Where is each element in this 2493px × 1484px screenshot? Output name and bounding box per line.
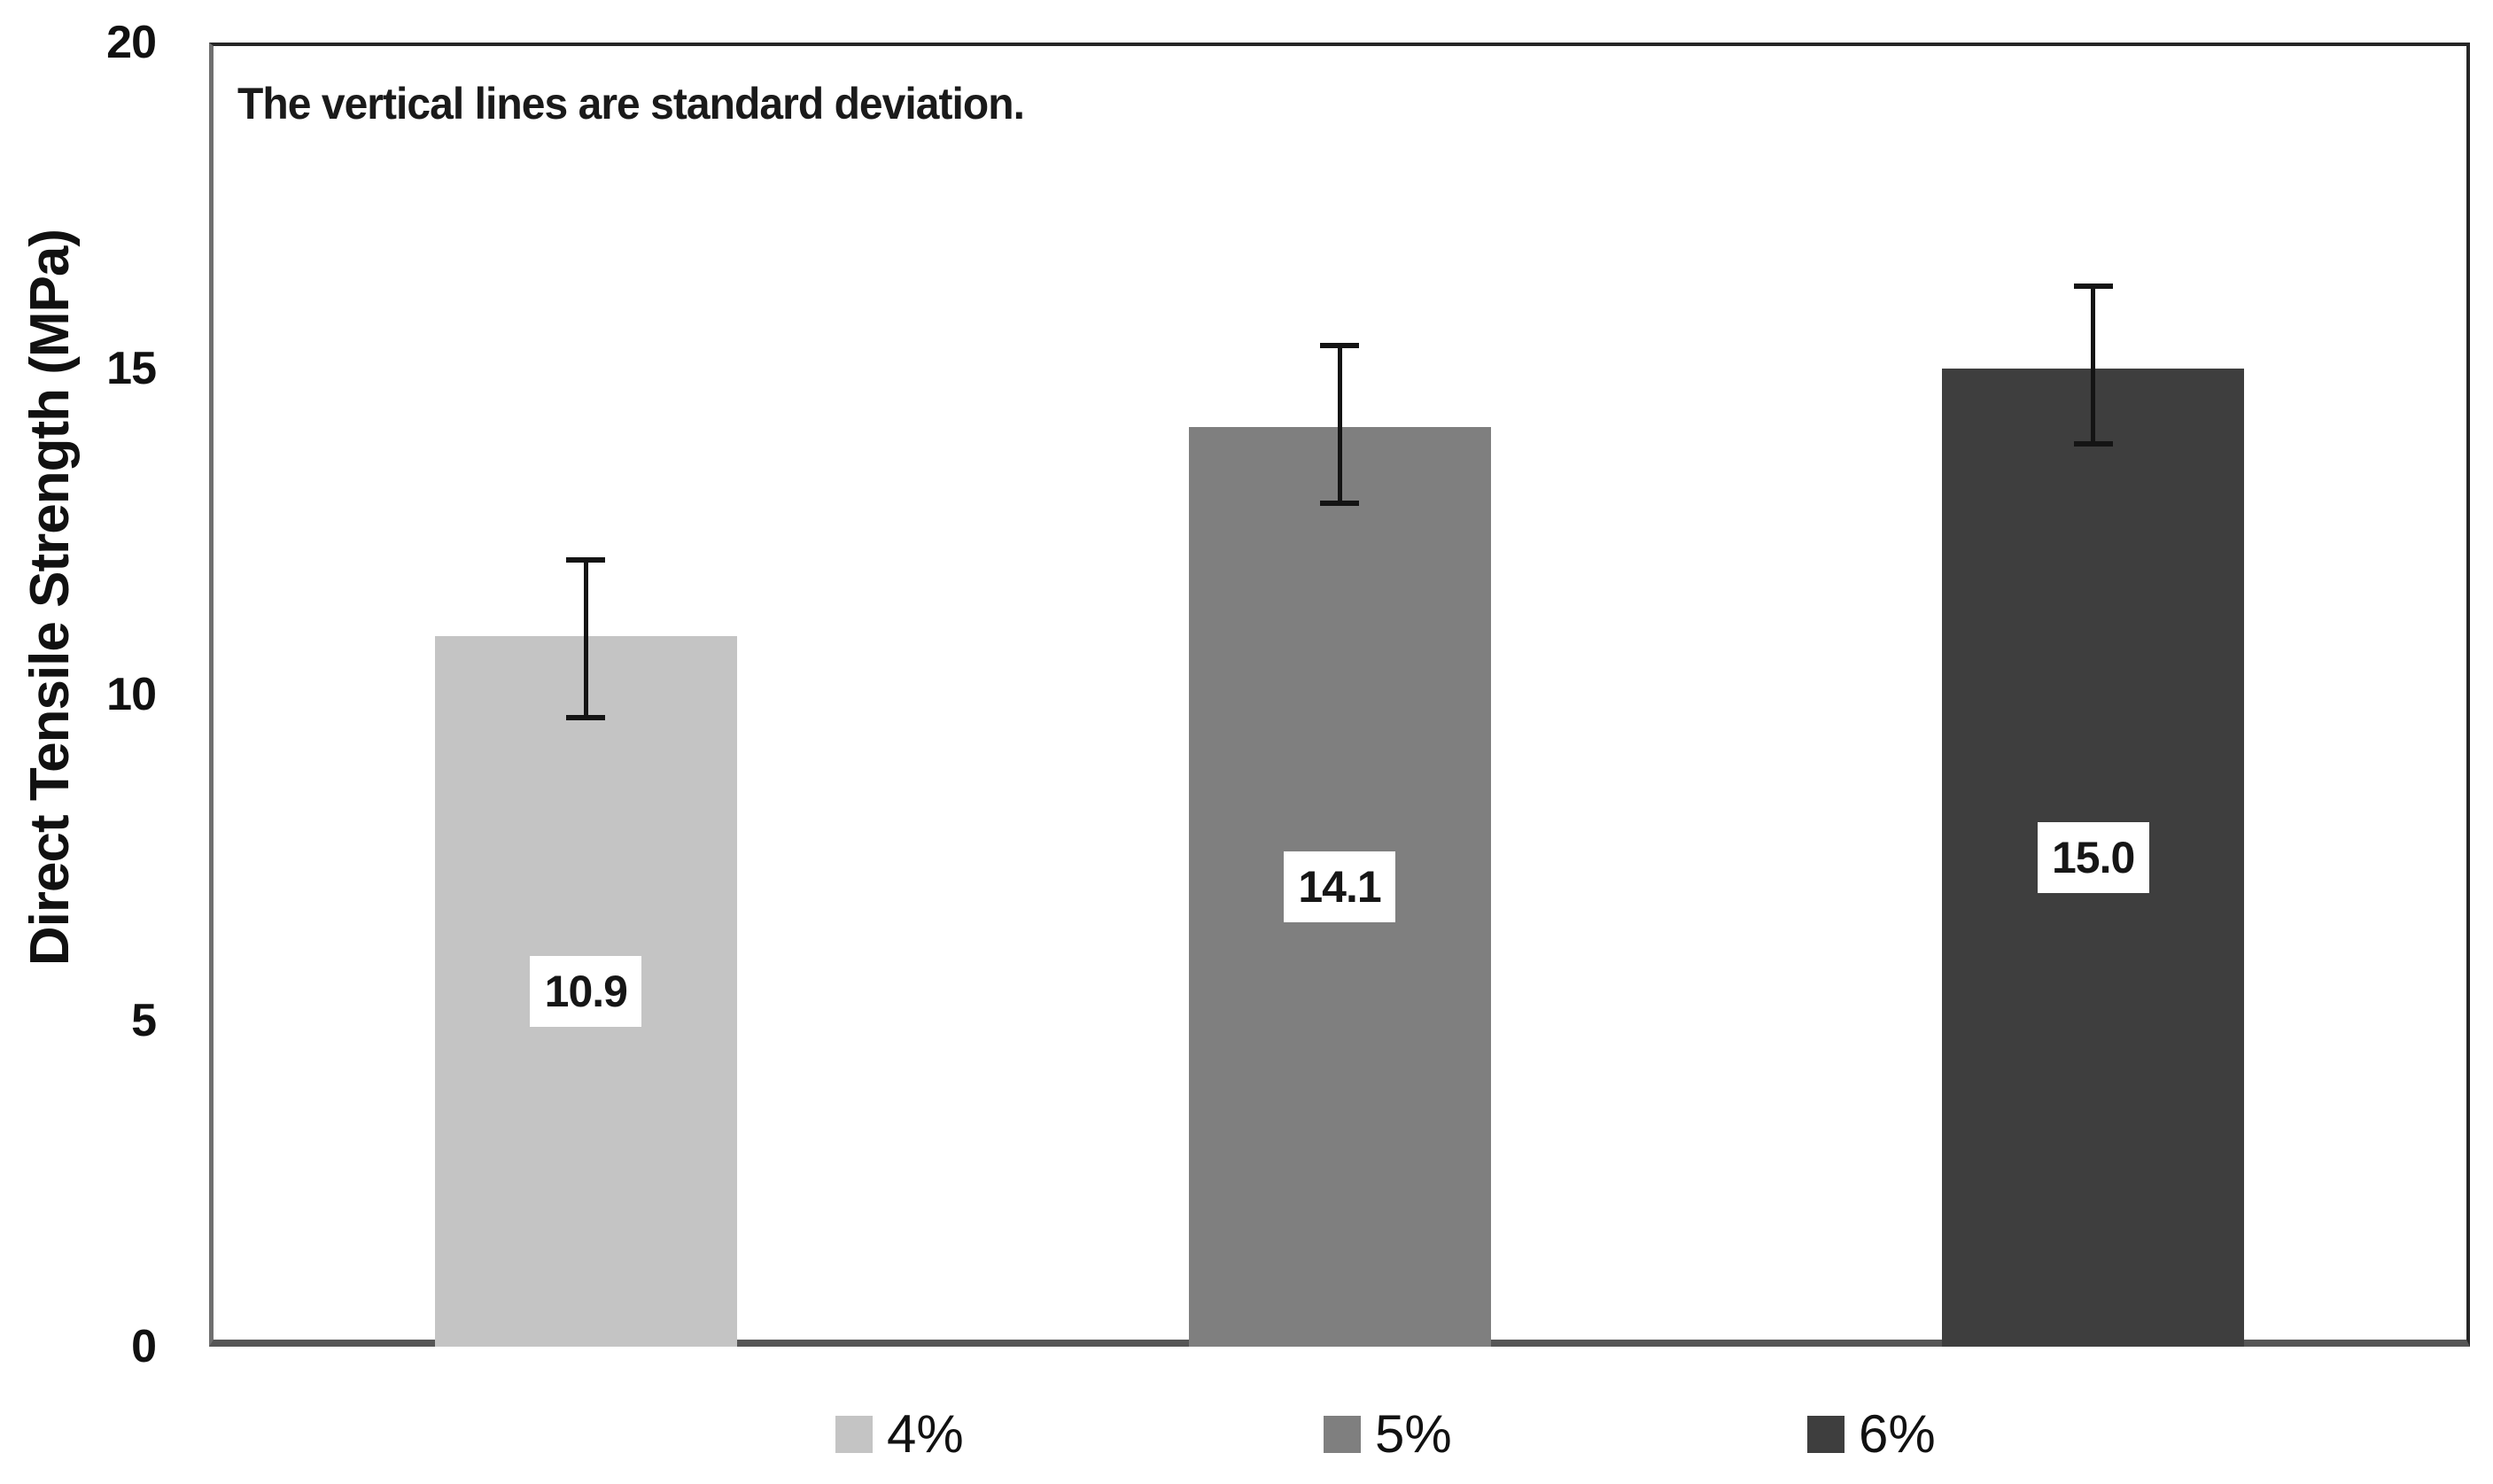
error-bar <box>583 557 588 721</box>
legend-item-4%: 4% <box>835 1404 964 1464</box>
legend-swatch-icon <box>835 1416 873 1453</box>
bar-value-label: 10.9 <box>530 955 642 1027</box>
error-bar-cap <box>1320 500 1359 506</box>
bar-value-label: 14.1 <box>1284 851 1395 923</box>
legend-item-5%: 5% <box>1324 1404 1452 1464</box>
error-bar-cap <box>1320 342 1359 348</box>
error-bar <box>1337 342 1342 506</box>
y-tick-label: 15 <box>106 343 157 394</box>
annotation-note: The vertical lines are standard deviatio… <box>237 79 1025 128</box>
y-tick-label: 10 <box>106 669 157 720</box>
legend-label: 4% <box>887 1404 964 1464</box>
legend-swatch-icon <box>1324 1416 1361 1453</box>
legend-swatch-icon <box>1807 1416 1845 1453</box>
error-bar-cap <box>2073 284 2113 290</box>
y-tick-label: 5 <box>131 995 157 1046</box>
legend-item-6%: 6% <box>1807 1404 1936 1464</box>
y-axis-title-wrap: Direct Tensile Strength (MPa) <box>7 151 92 1045</box>
bar-value-label: 15.0 <box>2037 822 2149 893</box>
error-bar <box>2091 284 2096 447</box>
y-tick-label: 0 <box>131 1321 157 1372</box>
y-tick-label: 20 <box>106 17 157 68</box>
error-bar-cap <box>2073 441 2113 447</box>
error-bar-cap <box>566 715 606 721</box>
legend-label: 6% <box>1859 1404 1936 1464</box>
error-bar-cap <box>566 557 606 563</box>
legend-label: 5% <box>1375 1404 1452 1464</box>
